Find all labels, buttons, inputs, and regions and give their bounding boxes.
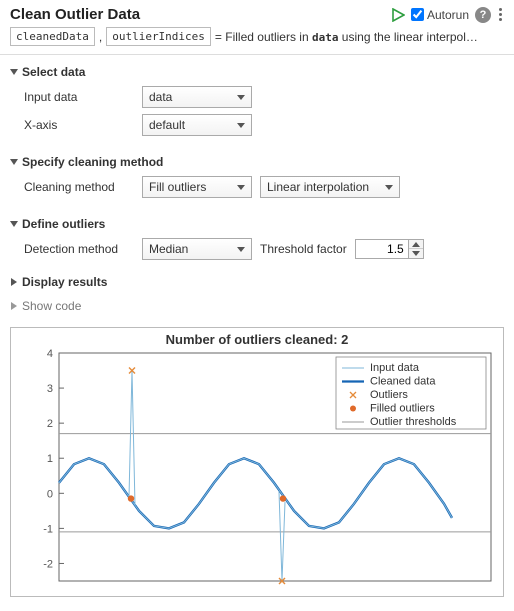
svg-text:Cleaned data: Cleaned data — [370, 376, 436, 388]
cleaning-method-select[interactable]: Fill outliers — [142, 176, 252, 198]
stepper-down-icon[interactable] — [409, 249, 423, 258]
show-code-toggle[interactable]: Show code — [0, 295, 514, 321]
chevron-down-icon — [10, 69, 18, 75]
cleaning-method-label: Cleaning method — [24, 180, 134, 194]
autorun-checkbox[interactable] — [411, 8, 424, 21]
threshold-label: Threshold factor — [260, 242, 347, 256]
output-var-cleaned[interactable]: cleanedData — [10, 27, 95, 46]
section-display[interactable]: Display results — [10, 271, 504, 293]
help-icon[interactable]: ? — [475, 7, 491, 23]
svg-text:1: 1 — [47, 453, 53, 465]
threshold-input[interactable] — [356, 240, 408, 258]
interp-method-select[interactable]: Linear interpolation — [260, 176, 400, 198]
svg-text:Filled outliers: Filled outliers — [370, 403, 435, 415]
detection-method-label: Detection method — [24, 242, 134, 256]
svg-text:2: 2 — [47, 418, 53, 430]
svg-text:Input data: Input data — [370, 362, 420, 374]
chevron-right-icon — [11, 302, 17, 310]
section-outliers[interactable]: Define outliers — [10, 213, 504, 235]
svg-text:0: 0 — [47, 488, 53, 500]
section-select-data[interactable]: Select data — [10, 61, 504, 83]
more-menu-icon[interactable] — [497, 6, 504, 23]
chevron-down-icon — [10, 221, 18, 227]
svg-text:3: 3 — [47, 383, 53, 395]
autorun-label: Autorun — [427, 8, 469, 22]
results-plot: Number of outliers cleaned: 2 4 3 2 1 0 -1 -2 I… — [10, 327, 504, 597]
input-data-label: Input data — [24, 90, 134, 104]
xaxis-select[interactable]: default — [142, 114, 252, 136]
output-expression: cleanedData , outlierIndices = Filled ou… — [0, 25, 514, 54]
plot-title: Number of outliers cleaned: 2 — [11, 328, 503, 347]
xaxis-label: X-axis — [24, 118, 134, 132]
detection-method-select[interactable]: Median — [142, 238, 252, 260]
plot-svg: 4 3 2 1 0 -1 -2 Input data Cleaned dataOutliers F… — [11, 347, 503, 595]
chevron-down-icon — [10, 159, 18, 165]
stepper-up-icon[interactable] — [409, 240, 423, 249]
page-title: Clean Outlier Data — [10, 6, 391, 23]
svg-text:Outlier thresholds: Outlier thresholds — [370, 416, 457, 428]
svg-text:Outliers: Outliers — [370, 389, 408, 401]
input-data-select[interactable]: data — [142, 86, 252, 108]
threshold-stepper[interactable] — [355, 239, 424, 259]
output-description: = Filled outliers in data using the line… — [215, 30, 478, 44]
run-icon[interactable] — [391, 8, 405, 22]
output-var-indices[interactable]: outlierIndices — [106, 27, 211, 46]
autorun-toggle[interactable]: Autorun — [411, 8, 469, 22]
svg-text:-2: -2 — [43, 558, 53, 570]
svg-text:4: 4 — [47, 348, 53, 360]
chevron-right-icon — [11, 278, 17, 286]
svg-text:-1: -1 — [43, 523, 53, 535]
section-cleaning[interactable]: Specify cleaning method — [10, 151, 504, 173]
